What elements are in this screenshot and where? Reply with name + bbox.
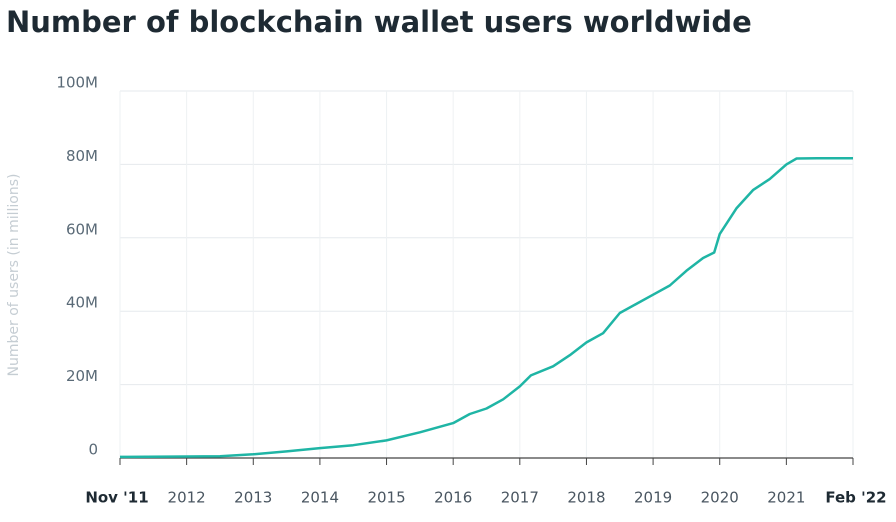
x-tick-label: 2018 xyxy=(567,489,605,507)
x-tick-label: 2012 xyxy=(168,489,206,507)
x-tick-label: 2020 xyxy=(701,489,739,507)
x-tick-label: 2019 xyxy=(634,489,672,507)
y-axis-label: Number of users (in millions) xyxy=(6,174,22,377)
x-tick-label: 2016 xyxy=(434,489,472,507)
x-tick-label: Nov '11 xyxy=(85,489,148,507)
y-tick-label: 0 xyxy=(88,441,98,459)
line xyxy=(119,156,853,459)
x-tick-label: 2014 xyxy=(301,489,339,507)
x-tick-label: Feb '22 xyxy=(825,489,886,507)
x-tick-label: 2017 xyxy=(501,489,539,507)
x-tick-label: 2015 xyxy=(367,489,405,507)
x-tick-label: 2021 xyxy=(767,489,805,507)
x-tick-label: 2013 xyxy=(234,489,272,507)
y-tick-label: 40M xyxy=(66,294,98,312)
y-tick-label: 80M xyxy=(66,147,98,165)
y-tick-label: 20M xyxy=(66,367,98,385)
y-tick-label: 60M xyxy=(66,220,98,238)
y-tick-label: 100M xyxy=(56,74,98,92)
chart-title: Number of blockchain wallet users worldw… xyxy=(6,5,752,39)
